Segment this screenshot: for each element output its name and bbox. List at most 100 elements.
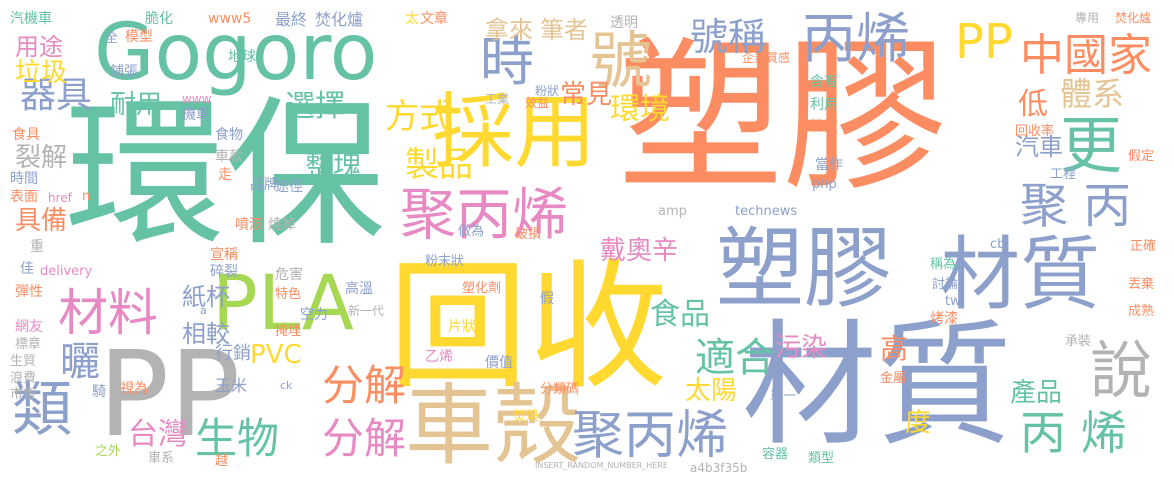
word-changjian: 常見	[560, 80, 613, 110]
word-jiading: 假定	[1128, 149, 1155, 164]
word-taiyang: 太陽	[685, 376, 738, 406]
word-chekuan: 車款	[215, 149, 243, 165]
word-jubei: 具備	[15, 206, 68, 236]
word-suliao-main: 塑膠	[618, 21, 948, 213]
word-hash: a4b3f35b	[690, 461, 748, 475]
word-shipin: 食品	[650, 297, 710, 332]
word-bizhe: 筆者	[540, 16, 588, 44]
word-huanjing: 環境	[610, 92, 670, 127]
word-n-tag: n	[82, 189, 91, 204]
word-fenhualu: 焚化爐	[315, 10, 364, 29]
word-wuran: 污染	[775, 333, 828, 363]
word-bingxi-top: 丙烯	[802, 7, 910, 70]
word-zuowei: 做為	[458, 224, 485, 239]
word-qiye: 企業質感	[742, 51, 791, 65]
word-php: php	[812, 177, 837, 192]
word-shiyiji: 戴奧辛	[600, 236, 679, 266]
word-zhiwai: 之外	[95, 444, 122, 459]
word-href: href	[48, 191, 72, 205]
word-fenhualu-2: 焚化爐	[1115, 11, 1152, 25]
word-taolun: 討論	[932, 277, 959, 292]
word-zhuanyong: 專用	[1075, 11, 1100, 25]
word-delivery: delivery	[40, 264, 93, 279]
word-xuancheng: 宣稱	[210, 247, 238, 263]
word-hanyou: 含有	[810, 74, 838, 90]
word-a-tag: a	[200, 304, 207, 317]
word-yue: 越	[215, 454, 229, 469]
word-jinshu: 金屬	[880, 371, 907, 386]
word-fenleima: 分類碼	[540, 382, 580, 397]
word-biaozhun: 標章	[15, 337, 42, 352]
word-liyong: 利用	[810, 97, 838, 113]
word-yongtu: 用途	[15, 33, 63, 61]
word-liejie: 裂解	[15, 143, 68, 173]
word-shi: 時	[480, 30, 534, 93]
word-qiji: 器具	[20, 75, 93, 116]
word-zhongguo: 中國家	[1020, 30, 1152, 81]
word-ck: ck	[280, 379, 293, 392]
word-huishou: 回收	[388, 246, 669, 409]
word-chanpin: 產品	[1010, 378, 1063, 408]
word-pinpai: 品牌	[250, 177, 278, 193]
word-suiliao: 碎裂	[210, 264, 238, 280]
word-fenjie-1: 分解	[322, 361, 407, 410]
word-chenwei: 稱為	[930, 257, 957, 272]
word-gongcheng: 工程	[1050, 167, 1077, 182]
word-www: www	[182, 92, 212, 106]
word-jiazhi: 價值	[485, 355, 513, 371]
word-rongqi: 容器	[762, 447, 789, 462]
word-lei: 類	[12, 375, 72, 445]
word-dangzuo: 當作	[815, 157, 843, 173]
word-chexi: 車系	[148, 451, 175, 466]
word-jia2: 佳	[20, 261, 34, 277]
word-pp-big: PP	[98, 325, 241, 463]
word-zhibei: 紙杯	[182, 283, 230, 311]
word-pianzhuang: 片狀	[448, 319, 476, 335]
word-insert: INSERT_RANDOM_NUMBER_HERE	[535, 461, 668, 470]
word-zou: 走	[218, 167, 232, 183]
word-qiche-mo: 汽機車	[10, 11, 52, 27]
word-yanque: 掩埋	[275, 324, 302, 339]
word-shai: 曬	[60, 339, 100, 385]
word-qiche: 汽車	[1015, 133, 1063, 161]
word-bingxi-right: 丙 烯	[1020, 406, 1127, 460]
word-cailiao: 材料	[58, 284, 158, 342]
word-yixi: 乙烯	[425, 349, 453, 365]
word-gaowen: 高溫	[345, 281, 373, 297]
word-tixi: 體系	[1060, 75, 1125, 113]
word-xingzhi: 性質	[810, 119, 838, 135]
word-rengzhuang: 丟棄	[1128, 277, 1155, 292]
word-fangshi: 方式	[385, 97, 453, 137]
word-gogoro: Gogoro	[94, 8, 378, 98]
word-pp-top: PP	[955, 14, 1013, 70]
word-touming: 透明	[610, 15, 638, 31]
word-chengshu: 成熟	[1128, 304, 1155, 319]
word-tese: 特色	[275, 287, 302, 302]
word-wangyou: 網友	[15, 319, 43, 335]
word-biaomian: 表面	[10, 189, 38, 205]
word-ju-bingxi-2: 聚丙烯	[572, 406, 729, 466]
word-caizhi-big: 材質	[742, 307, 1012, 464]
word-leixing: 類型	[808, 451, 835, 466]
word-shiju: 食具	[12, 127, 40, 143]
word-jiqi: 機車	[182, 107, 210, 123]
word-xinyidai: 新一代	[348, 304, 385, 318]
word-langfei: 浪費	[10, 371, 37, 386]
word-shengzhi: 生質	[10, 354, 37, 369]
word-zhong: 重	[30, 239, 44, 255]
word-xingxiao: 行銷	[215, 343, 251, 364]
word-naiyong: 耐用	[110, 90, 163, 120]
word-penqi: 噴漆	[235, 217, 263, 233]
word-shengwu: 生物	[195, 414, 280, 463]
word-dixing: 低	[1018, 87, 1048, 122]
word-cuihua: 脆化	[145, 11, 173, 27]
word-shiwei: 視為	[120, 381, 148, 397]
word-shiwu: 食物	[215, 127, 243, 143]
word-shishou: 市售	[10, 387, 37, 402]
word-weihai: 危害	[275, 267, 303, 283]
word-diqiu: 地球	[228, 49, 256, 65]
word-xiangjiao: 相較	[182, 320, 230, 348]
word-nalai: 拿來	[485, 16, 533, 44]
word-chengzhuang: 承裝	[1065, 334, 1092, 349]
word-danyi: 單一	[770, 389, 797, 404]
